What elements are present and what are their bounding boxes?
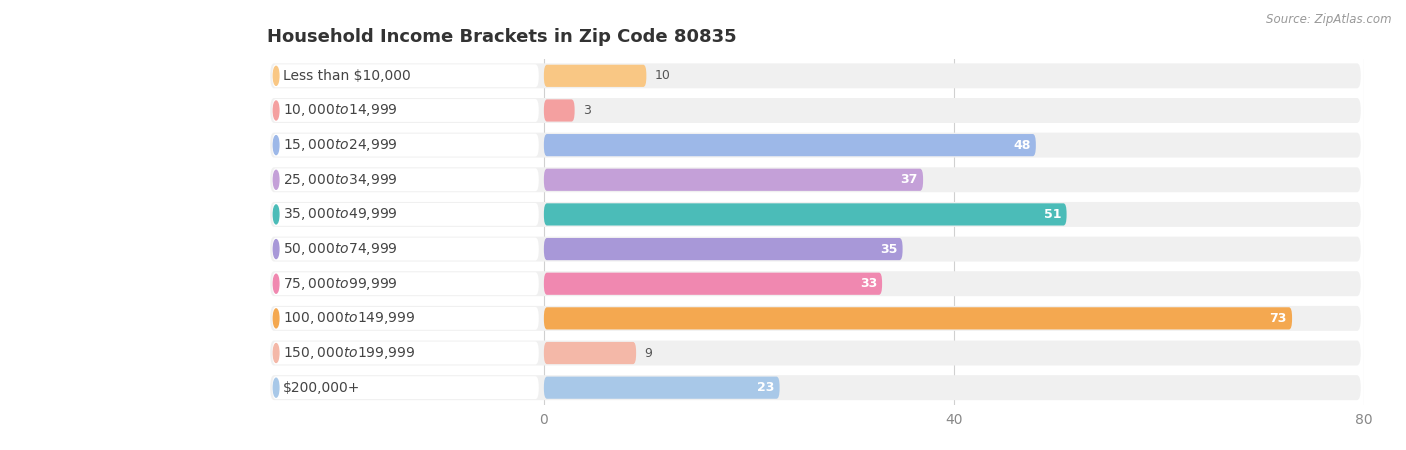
FancyBboxPatch shape	[273, 64, 538, 87]
Circle shape	[273, 101, 278, 120]
Text: 73: 73	[1270, 312, 1286, 325]
FancyBboxPatch shape	[270, 202, 1361, 227]
Text: 3: 3	[583, 104, 591, 117]
Text: 37: 37	[901, 173, 918, 186]
FancyBboxPatch shape	[270, 341, 1361, 365]
Text: $25,000 to $34,999: $25,000 to $34,999	[283, 172, 398, 188]
Text: $15,000 to $24,999: $15,000 to $24,999	[283, 137, 398, 153]
FancyBboxPatch shape	[270, 133, 1361, 158]
FancyBboxPatch shape	[544, 65, 647, 87]
FancyBboxPatch shape	[544, 377, 779, 399]
FancyBboxPatch shape	[270, 306, 1361, 331]
FancyBboxPatch shape	[273, 342, 538, 365]
Circle shape	[273, 343, 278, 363]
Circle shape	[273, 378, 278, 397]
FancyBboxPatch shape	[273, 203, 538, 226]
FancyBboxPatch shape	[544, 307, 1292, 329]
Circle shape	[273, 135, 278, 155]
Text: $50,000 to $74,999: $50,000 to $74,999	[283, 241, 398, 257]
Text: $75,000 to $99,999: $75,000 to $99,999	[283, 276, 398, 292]
Text: 9: 9	[644, 346, 652, 360]
Text: Less than $10,000: Less than $10,000	[283, 69, 411, 83]
Circle shape	[273, 309, 278, 328]
FancyBboxPatch shape	[270, 271, 1361, 296]
FancyBboxPatch shape	[273, 99, 538, 122]
FancyBboxPatch shape	[544, 342, 636, 364]
Text: Source: ZipAtlas.com: Source: ZipAtlas.com	[1267, 14, 1392, 27]
Circle shape	[273, 239, 278, 259]
FancyBboxPatch shape	[544, 99, 575, 122]
FancyBboxPatch shape	[270, 167, 1361, 192]
Text: $35,000 to $49,999: $35,000 to $49,999	[283, 207, 398, 222]
Text: $200,000+: $200,000+	[283, 381, 360, 395]
Text: 33: 33	[859, 277, 877, 290]
Text: $100,000 to $149,999: $100,000 to $149,999	[283, 310, 415, 326]
FancyBboxPatch shape	[544, 238, 903, 260]
FancyBboxPatch shape	[544, 169, 924, 191]
Text: Household Income Brackets in Zip Code 80835: Household Income Brackets in Zip Code 80…	[267, 28, 737, 46]
FancyBboxPatch shape	[544, 203, 1067, 225]
FancyBboxPatch shape	[273, 376, 538, 399]
FancyBboxPatch shape	[270, 237, 1361, 261]
FancyBboxPatch shape	[273, 134, 538, 157]
FancyBboxPatch shape	[273, 168, 538, 191]
Circle shape	[273, 205, 278, 224]
Text: $10,000 to $14,999: $10,000 to $14,999	[283, 103, 398, 118]
FancyBboxPatch shape	[544, 273, 882, 295]
FancyBboxPatch shape	[273, 307, 538, 330]
FancyBboxPatch shape	[270, 98, 1361, 123]
FancyBboxPatch shape	[273, 272, 538, 295]
FancyBboxPatch shape	[273, 238, 538, 261]
FancyBboxPatch shape	[270, 63, 1361, 88]
Text: 51: 51	[1045, 208, 1062, 221]
Text: 48: 48	[1014, 139, 1031, 152]
Text: 23: 23	[756, 381, 775, 394]
Circle shape	[273, 66, 278, 86]
FancyBboxPatch shape	[270, 375, 1361, 400]
Text: 10: 10	[655, 69, 671, 82]
Text: 35: 35	[880, 243, 897, 256]
Circle shape	[273, 170, 278, 189]
FancyBboxPatch shape	[544, 134, 1036, 156]
Text: $150,000 to $199,999: $150,000 to $199,999	[283, 345, 415, 361]
Circle shape	[273, 274, 278, 293]
